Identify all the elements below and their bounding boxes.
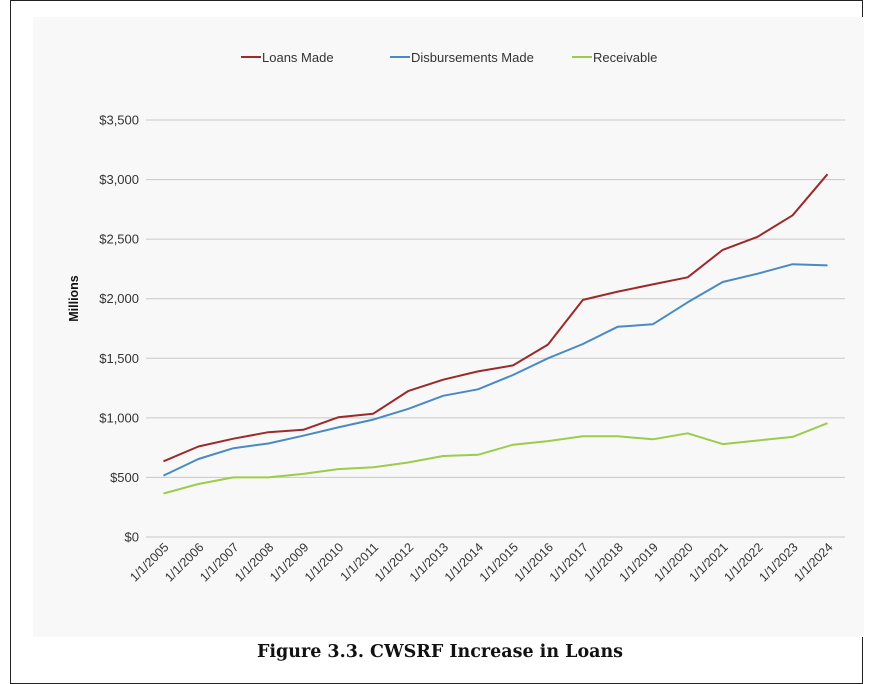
legend-label: Receivable xyxy=(593,50,657,65)
series-lines xyxy=(163,173,829,495)
series-line xyxy=(163,173,829,463)
y-tick-label: $2,000 xyxy=(99,291,139,306)
legend: Loans Made Disbursements Made Receivable xyxy=(241,50,657,65)
y-tick-label: $0 xyxy=(125,530,139,545)
x-tick-label: 1/1/2024 xyxy=(791,540,835,584)
legend-label: Loans Made xyxy=(262,50,334,65)
y-tick-label: $3,500 xyxy=(99,113,139,128)
y-tick-label: $3,000 xyxy=(99,172,139,187)
y-axis-title: Millions xyxy=(67,275,81,322)
y-tick-label: $2,500 xyxy=(99,232,139,247)
chart-area: $0 $500 $1,000 $1,500 $2,000 $2,500 $3,000 $3,5… xyxy=(33,17,864,637)
x-tick-label: 1/1/2010 xyxy=(302,540,346,584)
x-tick-labels: 1/1/20051/1/20061/1/20071/1/20081/1/2009… xyxy=(127,540,835,584)
legend-label: Disbursements Made xyxy=(411,50,534,65)
series-line xyxy=(163,422,828,495)
line-chart: $0 $500 $1,000 $1,500 $2,000 $2,500 $3,000 $3,5… xyxy=(67,50,845,585)
y-tick-labels: $0 $500 $1,000 $1,500 $2,000 $2,500 $3,000 $3,5… xyxy=(99,113,139,545)
y-tick-label: $500 xyxy=(110,470,139,485)
figure-caption: Figure 3.3. CWSRF Increase in Loans xyxy=(256,642,624,662)
y-tick-label: $1,000 xyxy=(99,410,139,425)
gridlines xyxy=(146,119,845,538)
series-line xyxy=(163,263,828,477)
y-tick-label: $1,500 xyxy=(99,351,139,366)
